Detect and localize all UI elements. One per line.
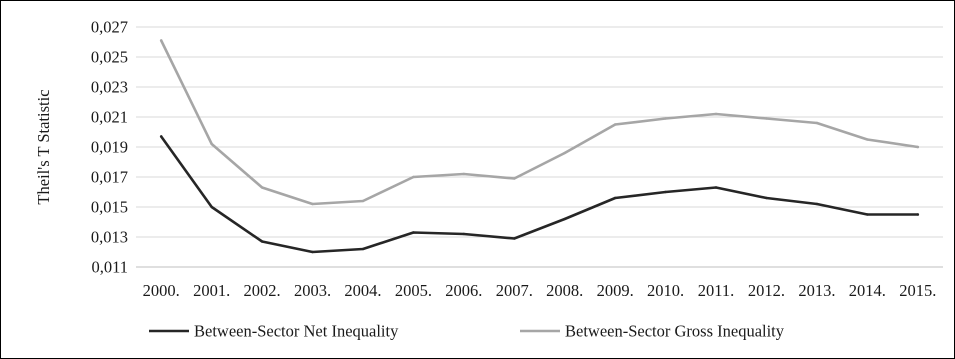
- data-point: [513, 237, 516, 240]
- y-tick-label: 0,011: [91, 258, 128, 277]
- data-point: [311, 202, 314, 206]
- legend-label: Between-Sector Gross Inequality: [565, 322, 785, 341]
- series-line-net: [159, 135, 920, 254]
- x-tick-label: 2001.: [193, 281, 230, 300]
- x-tick-label: 2009.: [597, 281, 634, 300]
- data-point: [664, 117, 667, 120]
- data-point: [563, 151, 566, 155]
- y-tick-label: 0,021: [91, 108, 128, 127]
- legend: Between-Sector Net Inequality Between-Sec…: [149, 322, 785, 341]
- data-point: [714, 186, 718, 189]
- series-lines: [159, 39, 920, 254]
- data-point: [815, 121, 819, 125]
- y-tick-label: 0,025: [91, 48, 128, 67]
- data-point: [916, 145, 919, 149]
- y-tick-label: 0,019: [91, 138, 128, 157]
- y-tick-label: 0,017: [91, 168, 128, 187]
- x-tick-label: 2015.: [899, 281, 936, 300]
- data-point: [714, 112, 718, 116]
- data-point: [260, 240, 264, 243]
- x-tick-label: 2002.: [244, 281, 281, 300]
- data-point: [815, 202, 819, 206]
- data-point: [260, 186, 264, 189]
- data-point: [160, 135, 163, 138]
- legend-label: Between-Sector Net Inequality: [194, 322, 399, 341]
- x-tick-label: 2003.: [294, 281, 331, 300]
- series-line-gross: [159, 39, 920, 206]
- x-tick-label: 2014.: [849, 281, 886, 300]
- x-tick-label: 2010.: [647, 281, 684, 300]
- data-point: [311, 250, 314, 254]
- data-point: [160, 39, 163, 42]
- y-tick-label: 0,023: [91, 78, 128, 97]
- data-point: [412, 231, 415, 234]
- y-tick-label: 0,013: [91, 228, 128, 247]
- data-point: [664, 190, 667, 194]
- data-point: [866, 213, 869, 216]
- x-tick-label: 2004.: [344, 281, 381, 300]
- data-point: [866, 138, 869, 141]
- x-tick-label: 2012.: [748, 281, 785, 300]
- x-tick-label: 2013.: [798, 281, 835, 300]
- data-point: [462, 172, 466, 176]
- data-point: [563, 217, 566, 221]
- x-tick-label: 2000.: [143, 281, 180, 300]
- data-point: [210, 142, 213, 146]
- x-axis-ticks: 2000. 2001. 2002. 2003. 2004. 2005. 2006. 2007.…: [143, 281, 937, 300]
- data-point: [361, 247, 365, 251]
- x-tick-label: 2006.: [445, 281, 482, 300]
- data-point: [765, 196, 768, 200]
- data-point: [613, 123, 617, 126]
- data-point: [210, 205, 213, 209]
- x-tick-label: 2011.: [698, 281, 735, 300]
- y-tick-label: 0,015: [91, 198, 128, 217]
- x-tick-label: 2008.: [546, 281, 583, 300]
- data-point: [513, 177, 516, 180]
- gridlines: [136, 26, 943, 268]
- data-point: [412, 175, 415, 179]
- y-axis-ticks: 0,011 0,013 0,015 0,017 0,019 0,021 0,023 0,025…: [91, 18, 128, 277]
- x-tick-label: 2007.: [496, 281, 533, 300]
- data-point: [361, 199, 365, 203]
- x-tick-label: 2005.: [395, 281, 432, 300]
- data-point: [916, 213, 919, 216]
- y-tick-label: 0,027: [91, 18, 128, 37]
- data-point: [613, 196, 617, 200]
- data-point: [462, 232, 466, 236]
- data-point: [765, 117, 768, 120]
- y-axis-title: Theil's T Statistic: [34, 89, 53, 204]
